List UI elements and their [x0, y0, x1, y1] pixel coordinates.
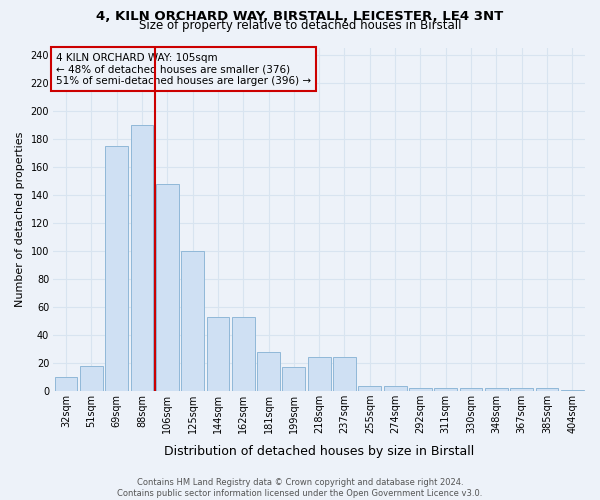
Y-axis label: Number of detached properties: Number of detached properties — [15, 132, 25, 307]
Text: Size of property relative to detached houses in Birstall: Size of property relative to detached ho… — [139, 19, 461, 32]
Bar — [308, 358, 331, 391]
Bar — [257, 352, 280, 391]
Bar — [485, 388, 508, 391]
Bar — [561, 390, 584, 391]
Bar — [131, 124, 154, 391]
Bar — [80, 366, 103, 391]
Bar — [181, 251, 204, 391]
Text: 4 KILN ORCHARD WAY: 105sqm
← 48% of detached houses are smaller (376)
51% of sem: 4 KILN ORCHARD WAY: 105sqm ← 48% of deta… — [56, 52, 311, 86]
Bar — [333, 358, 356, 391]
Text: Contains HM Land Registry data © Crown copyright and database right 2024.
Contai: Contains HM Land Registry data © Crown c… — [118, 478, 482, 498]
Bar — [105, 146, 128, 391]
Bar — [232, 317, 254, 391]
Bar — [536, 388, 559, 391]
Bar — [460, 388, 482, 391]
Bar — [409, 388, 432, 391]
Bar — [283, 368, 305, 391]
Bar — [206, 317, 229, 391]
Bar — [358, 386, 381, 391]
Bar — [511, 388, 533, 391]
Bar — [156, 184, 179, 391]
Bar — [384, 386, 407, 391]
Bar — [55, 377, 77, 391]
Text: 4, KILN ORCHARD WAY, BIRSTALL, LEICESTER, LE4 3NT: 4, KILN ORCHARD WAY, BIRSTALL, LEICESTER… — [97, 10, 503, 23]
Bar — [434, 388, 457, 391]
X-axis label: Distribution of detached houses by size in Birstall: Distribution of detached houses by size … — [164, 444, 474, 458]
